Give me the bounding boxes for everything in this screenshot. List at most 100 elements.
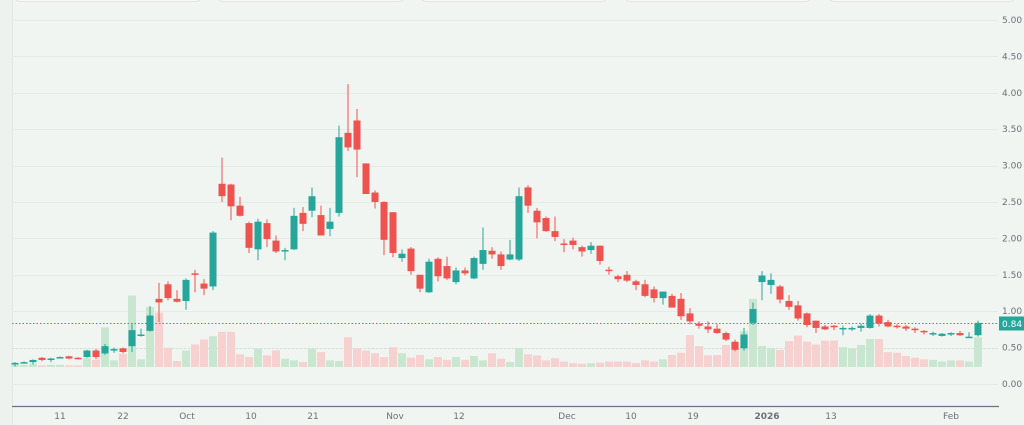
- volume-bar: [92, 359, 100, 367]
- candle: [551, 216, 559, 242]
- volume-bar: [209, 336, 217, 367]
- volume-bar: [695, 346, 703, 367]
- volume-bar: [434, 357, 442, 367]
- left-panel-edge: [0, 0, 13, 425]
- volume-bar: [110, 360, 118, 367]
- volume-bar: [335, 360, 343, 367]
- time-axis[interactable]: 11 22 Oct 10 21 Nov 12 Dec 10 19 2026 13 Feb: [12, 405, 999, 423]
- candle: [218, 157, 226, 202]
- candle: [938, 333, 946, 337]
- candle: [227, 183, 235, 221]
- candle: [110, 347, 118, 353]
- candle: [317, 205, 325, 236]
- candle: [740, 327, 748, 351]
- volume-bar: [938, 361, 946, 367]
- candle: [488, 247, 496, 259]
- volume-bar: [506, 362, 514, 367]
- candle: [812, 320, 820, 334]
- current-price-label: 0.84: [1002, 320, 1022, 330]
- volume-bar: [866, 338, 874, 367]
- candle: [776, 284, 784, 304]
- volume-bar: [425, 359, 433, 367]
- volume-bar: [47, 364, 55, 367]
- volume-bar: [884, 352, 892, 367]
- candle: [65, 355, 73, 360]
- volume-bar: [632, 363, 640, 367]
- candle: [83, 349, 91, 358]
- volume-bar: [497, 358, 505, 367]
- candle: [965, 332, 973, 339]
- volume-bar: [308, 348, 316, 367]
- candle: [389, 212, 397, 258]
- volume-bar: [137, 359, 145, 367]
- price-tick-label: 5.00: [1002, 16, 1022, 26]
- volume-bar: [344, 337, 352, 367]
- volume-bar: [272, 350, 280, 367]
- volume-bar: [542, 360, 550, 367]
- candle: [92, 349, 100, 360]
- volume-bar: [893, 352, 901, 367]
- volume-bar: [839, 347, 847, 367]
- volume-bar: [857, 345, 865, 367]
- candle: [596, 245, 604, 265]
- volume-bar: [389, 347, 397, 367]
- volume-bar: [974, 337, 982, 367]
- volume-bar: [155, 312, 163, 367]
- volume-bar: [254, 348, 262, 367]
- price-axis[interactable]: 0.00 0.50 1.00 1.50 2.00 2.50 3.00 3.50 4.00 4.50…: [999, 16, 1024, 390]
- time-tick-label: 2026: [754, 412, 779, 422]
- candle: [911, 327, 919, 334]
- candle: [533, 207, 541, 239]
- volume-bar: [299, 362, 307, 367]
- candle: [713, 324, 721, 334]
- volume-bar: [83, 358, 91, 367]
- candle: [299, 207, 307, 232]
- volume-bar: [659, 359, 667, 367]
- volume-bar: [326, 360, 334, 367]
- candle: [101, 343, 109, 355]
- candle: [695, 321, 703, 329]
- volume-bar: [677, 352, 685, 367]
- candle: [164, 281, 172, 301]
- time-tick-label: Dec: [558, 412, 575, 422]
- candle: [425, 258, 433, 293]
- volume-bar: [524, 354, 532, 367]
- candle: [668, 293, 676, 308]
- volume-bar: [191, 344, 199, 367]
- candle: [839, 325, 847, 336]
- candle: [731, 339, 739, 352]
- volume-bar: [704, 355, 712, 367]
- volume-bar: [947, 360, 955, 367]
- volume-bar: [812, 344, 820, 367]
- candle: [335, 125, 343, 217]
- volume-bar: [902, 356, 910, 367]
- candle: [173, 290, 181, 303]
- volume-bar: [416, 354, 424, 367]
- price-tick-label: 4.00: [1002, 89, 1022, 99]
- candle: [623, 271, 631, 283]
- candle: [128, 324, 136, 352]
- candle: [263, 219, 271, 248]
- candle: [434, 257, 442, 282]
- volume-bar: [20, 364, 28, 367]
- volume-bar: [353, 348, 361, 367]
- candle: [866, 314, 874, 329]
- volume-bar: [461, 359, 469, 367]
- time-tick-label: 10: [245, 412, 257, 422]
- price-tick-label: 3.00: [1002, 162, 1022, 172]
- candle: [920, 330, 928, 335]
- volume-bar: [830, 340, 838, 367]
- volume-bar: [479, 360, 487, 367]
- volume-bar: [758, 346, 766, 367]
- candle: [137, 328, 145, 337]
- candle: [524, 185, 532, 213]
- candle: [848, 326, 856, 331]
- volume-bar: [452, 357, 460, 367]
- volume-bar: [29, 363, 37, 367]
- time-tick-label: Oct: [179, 412, 195, 422]
- candle: [704, 321, 712, 334]
- time-tick-label: 12: [453, 412, 464, 422]
- top-toolbar: [12, 0, 1024, 2]
- price-tick-label: 3.50: [1002, 125, 1022, 135]
